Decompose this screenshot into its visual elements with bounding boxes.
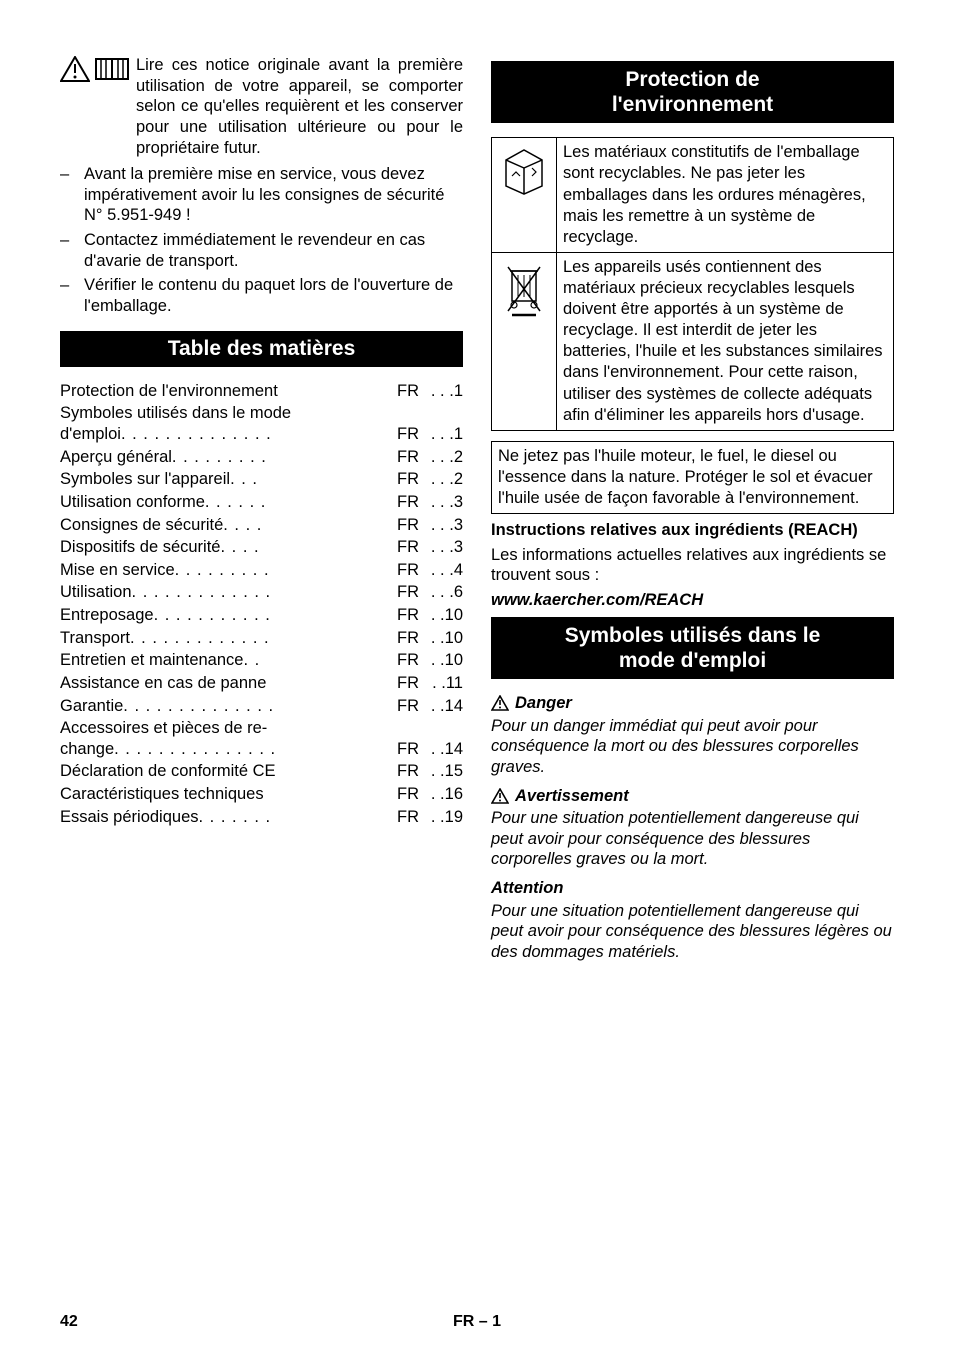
- toc-page: . .19: [421, 807, 463, 828]
- intro-text: Lire ces notice originale avant la premi…: [136, 55, 463, 158]
- toc-page: . .10: [421, 628, 463, 649]
- toc-label: Mise en service: [60, 560, 175, 581]
- reach-body: Les informations actuelles relatives aux…: [491, 545, 894, 586]
- toc-page: . .10: [421, 605, 463, 626]
- attention-heading: Attention: [491, 878, 894, 899]
- toc-label: Accessoires et pièces de re-: [60, 718, 463, 739]
- toc-label: Essais périodiques: [60, 807, 199, 828]
- toc: Protection de l'environnement FR . . .1 …: [60, 381, 463, 828]
- toc-label: Protection de l'environnement: [60, 381, 278, 402]
- toc-label: Symboles sur l'appareil: [60, 469, 230, 490]
- toc-page: . . .3: [421, 537, 463, 558]
- recycle-box-icon: [492, 138, 557, 253]
- toc-label: Entreposage: [60, 605, 154, 626]
- toc-label: Transport: [60, 628, 130, 649]
- env-text: Les matériaux constitutifs de l'emballag…: [557, 138, 894, 253]
- toc-page: . . .2: [421, 469, 463, 490]
- toc-page: . . .3: [421, 492, 463, 513]
- intro-bullet: Contactez immédiatement le revendeur en …: [84, 230, 463, 271]
- reach-title: Instructions relatives aux ingrédients (…: [491, 520, 894, 541]
- toc-page: . .16: [421, 784, 463, 805]
- warning-triangle-icon: [491, 788, 509, 804]
- symbols-heading: Symboles utilisés dans lemode d'emploi: [491, 617, 894, 679]
- env-text: Les appareils usés contiennent des matér…: [557, 252, 894, 430]
- toc-label: Symboles utilisés dans le mode: [60, 403, 463, 424]
- danger-text: Pour un danger immédiat qui peut avoir p…: [491, 716, 894, 778]
- toc-page: . . .3: [421, 515, 463, 536]
- toc-page: . . .4: [421, 560, 463, 581]
- toc-label: Aperçu général: [60, 447, 172, 468]
- toc-label: Garantie: [60, 696, 123, 717]
- toc-label: Dispositifs de sécurité: [60, 537, 220, 558]
- toc-page: . .14: [421, 696, 463, 717]
- toc-leader: . . . . . . . . . . . . . .: [121, 424, 391, 445]
- toc-fr: FR: [391, 381, 421, 402]
- toc-label: Caractéristiques techniques: [60, 784, 264, 805]
- intro-bullet: Vérifier le contenu du paquet lors de l'…: [84, 275, 463, 316]
- warning-text: Pour une situation potentiellement dange…: [491, 808, 894, 870]
- toc-page: . .11: [421, 673, 463, 694]
- toc-label: Entretien et maintenance: [60, 650, 243, 671]
- toc-page: . . .2: [421, 447, 463, 468]
- toc-page: . .15: [421, 761, 463, 782]
- page-lang-index: FR – 1: [453, 1312, 501, 1332]
- toc-label: Assistance en cas de panne: [60, 673, 266, 694]
- weee-bin-icon: [492, 252, 557, 430]
- env-table: Les matériaux constitutifs de l'emballag…: [491, 137, 894, 430]
- toc-label: Utilisation: [60, 582, 132, 603]
- toc-page: . .14: [421, 739, 463, 760]
- warning-book-icon: [60, 56, 130, 158]
- toc-page: . .10: [421, 650, 463, 671]
- danger-heading: Danger: [491, 693, 894, 714]
- toc-label: Consignes de sécurité: [60, 515, 223, 536]
- oil-note: Ne jetez pas l'huile moteur, le fuel, le…: [491, 441, 894, 514]
- page-number: 42: [60, 1312, 78, 1332]
- warning-triangle-icon: [491, 695, 509, 711]
- env-heading: Protection del'environnement: [491, 61, 894, 123]
- page-footer: 42 FR – 1: [60, 1312, 894, 1332]
- toc-heading: Table des matières: [60, 331, 463, 367]
- warning-heading: Avertissement: [491, 786, 894, 807]
- toc-page: . . .1: [421, 424, 463, 445]
- toc-label: Déclaration de conformité CE: [60, 761, 276, 782]
- toc-page: . . .6: [421, 582, 463, 603]
- reach-url: www.kaercher.com/REACH: [491, 590, 894, 611]
- toc-label: Utilisation conforme: [60, 492, 205, 513]
- intro-bullet: Avant la première mise en service, vous …: [84, 164, 463, 226]
- toc-page: . . .1: [421, 381, 463, 402]
- toc-fr: FR: [391, 424, 421, 445]
- attention-text: Pour une situation potentiellement dange…: [491, 901, 894, 963]
- intro-bullets: –Avant la première mise en service, vous…: [60, 164, 463, 316]
